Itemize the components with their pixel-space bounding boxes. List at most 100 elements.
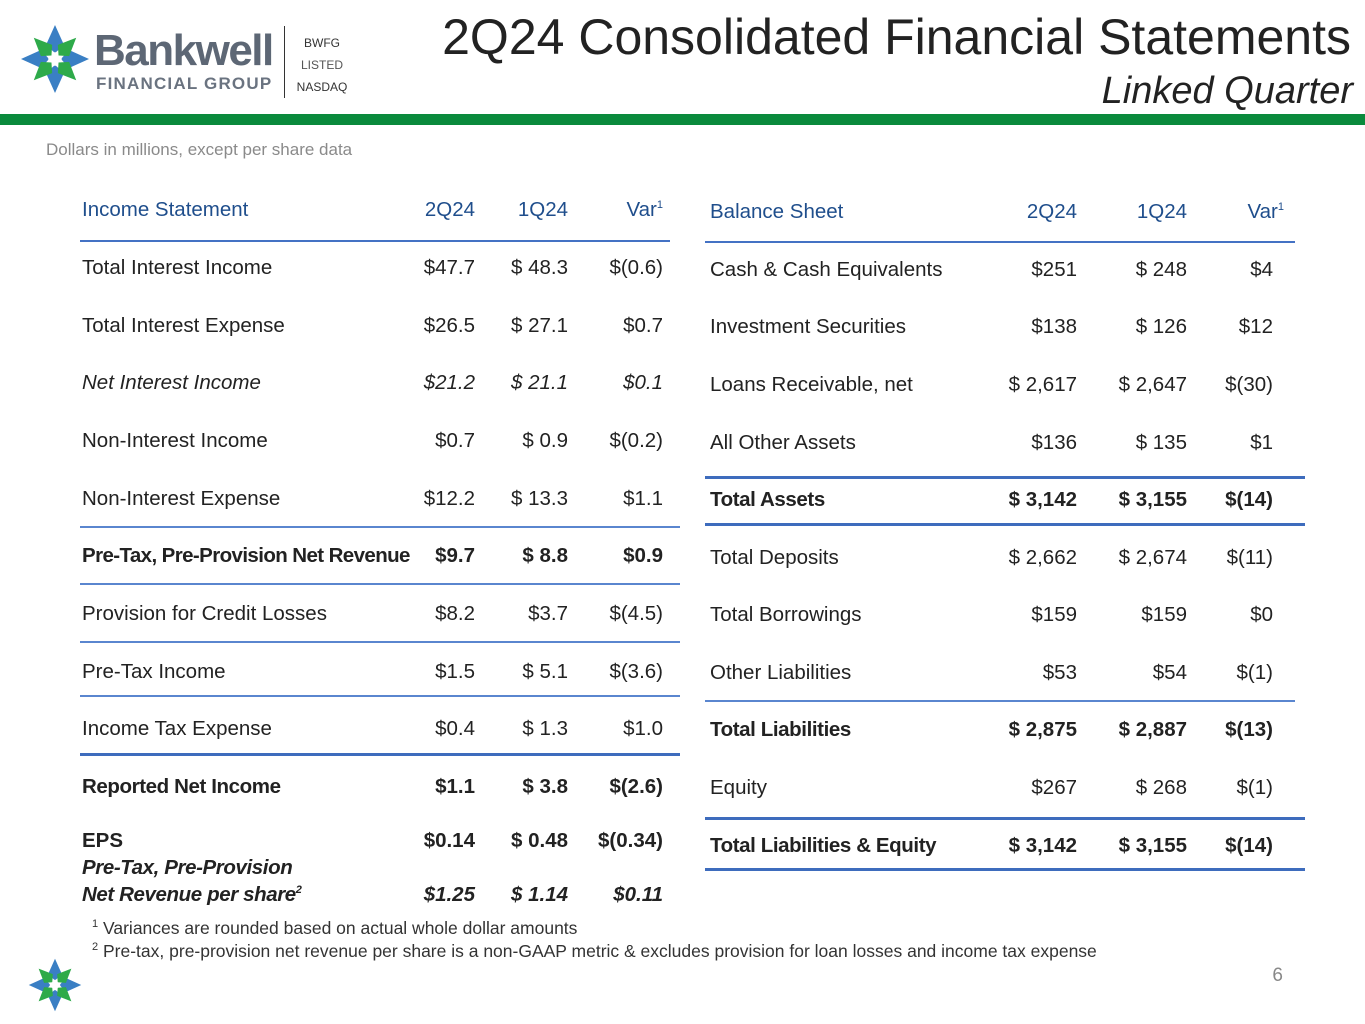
row-divider [80,526,680,528]
row-2q24: $12.2 [423,487,475,510]
row-label: Total Borrowings [710,603,862,626]
row-divider [705,700,1295,702]
row-var: $4 [1250,258,1273,281]
row-var: $(30) [1225,373,1273,396]
row-divider [705,868,1305,871]
balance-header-var: Var1 [1187,200,1284,224]
footnote-2: 2 Pre-tax, pre-provision net revenue per… [92,941,1097,962]
row-2q24: $ 2,617 [1008,373,1077,396]
row-divider [705,476,1305,479]
row-label: Total Liabilities [710,718,851,741]
row-1q24: $ 2,887 [1118,718,1187,741]
row-1q24: $3.7 [528,602,568,625]
row-1q24: $ 0.9 [522,429,568,452]
row-var: $0.7 [623,314,663,337]
row-var: $(13) [1225,718,1273,741]
row-1q24: $54 [1152,661,1187,684]
row-label: Loans Receivable, net [710,373,913,396]
row-label-line2: Net Revenue per share2 [82,883,302,907]
row-label: Cash & Cash Equivalents [710,258,943,281]
logo-wordmark: Bankwell [94,26,274,75]
row-var: $1 [1250,431,1273,454]
row-2q24: $0.14 [423,829,475,852]
footnote-1: 1 Variances are rounded based on actual … [92,918,1097,939]
row-divider [80,753,680,756]
income-header-label: Income Statement [82,198,249,221]
income-header-1q24: 1Q24 [517,198,568,221]
row-divider [80,583,680,585]
balance-sheet-table: Balance Sheet 2Q24 1Q24 Var1 Cash & Cash… [705,0,1310,1000]
row-2q24: $ 3,142 [1008,488,1077,511]
listed-label: LISTED [300,58,343,72]
balance-header-rule [705,241,1295,243]
row-2q24: $47.7 [423,256,475,279]
row-label: Investment Securities [710,315,906,338]
row-2q24: $1.1 [435,775,475,798]
row-1q24: $ 5.1 [522,660,568,683]
row-2q24: $ 3,142 [1008,834,1077,857]
row-label: Equity [710,776,767,799]
row-var: $(11) [1226,546,1273,569]
row-var: $(4.5) [609,602,663,625]
row-var: $(1) [1236,661,1273,684]
row-divider [705,817,1305,820]
row-2q24: $ 2,662 [1008,546,1077,569]
row-var: $(14) [1225,488,1273,511]
row-2q24: $1.5 [435,660,475,683]
row-2q24: $159 [1031,603,1077,626]
row-1q24: $ 27.1 [511,314,568,337]
row-var: $(0.2) [609,429,663,452]
row-2q24: $8.2 [435,602,475,625]
footnote-2-text: Pre-tax, pre-provision net revenue per s… [103,941,1097,961]
row-var: $(1) [1236,776,1273,799]
balance-header-var-sup: 1 [1277,201,1284,214]
balance-header-1q24: 1Q24 [1136,200,1187,223]
row-1q24: $ 2,674 [1118,546,1187,569]
header-divider-bar [0,114,1365,125]
row-2q24: $0.7 [435,429,475,452]
row-1q24: $ 8.8 [522,544,568,567]
row-var: $1.1 [623,487,663,510]
income-statement-table: Income Statement 2Q24 1Q24 Var1 Total In… [80,0,682,1000]
row-1q24: $ 248 [1135,258,1187,281]
row-label: Pre-Tax, Pre-Provision Net Revenue [82,544,410,567]
row-var: $(2.6) [609,775,663,798]
units-note: Dollars in millions, except per share da… [46,140,353,159]
row-1q24: $ 48.3 [511,256,568,279]
footnote-1-text: Variances are rounded based on actual wh… [103,918,578,938]
row-divider [80,695,680,697]
income-header-var-sup: 1 [656,199,663,212]
row-2q24: $ 2,875 [1008,718,1077,741]
row-var: $1.0 [623,717,663,740]
row-2q24: $9.7 [435,544,475,567]
row-label: Total Interest Expense [82,314,285,337]
row-var: $0.9 [623,544,663,567]
row-1q24: $ 2,647 [1118,373,1187,396]
row-var: $(14) [1225,834,1273,857]
balance-header-var-text: Var [1247,200,1278,223]
row-1q24: $ 3,155 [1118,834,1187,857]
footnotes: 1 Variances are rounded based on actual … [92,918,1097,964]
row-2q24: $136 [1031,431,1077,454]
row-label: Pre-Tax Income [82,660,226,683]
pppnr-label-text: Net Revenue per share [82,883,296,906]
row-2q24: $267 [1031,776,1077,799]
footnote-1-marker: 1 [92,918,99,931]
row-2q24: $21.2 [423,371,475,394]
pppnr-label-sup: 2 [295,884,302,897]
row-label: Net Interest Income [82,371,261,394]
row-var: $(0.34) [598,829,663,852]
income-header-2q24: 2Q24 [424,198,475,221]
balance-header-2q24: 2Q24 [1026,200,1077,223]
row-var: $0.11 [613,883,663,906]
row-var: $0.1 [623,371,663,394]
row-1q24: $ 21.1 [511,371,568,394]
row-2q24: $251 [1031,258,1077,281]
row-2q24: $53 [1042,661,1077,684]
row-label: Non-Interest Income [82,429,268,452]
row-1q24: $ 268 [1135,776,1187,799]
footnote-2-marker: 2 [92,941,99,954]
row-1q24: $ 1.3 [522,717,568,740]
page-number: 6 [1272,965,1283,986]
bankwell-star-icon [21,25,89,93]
